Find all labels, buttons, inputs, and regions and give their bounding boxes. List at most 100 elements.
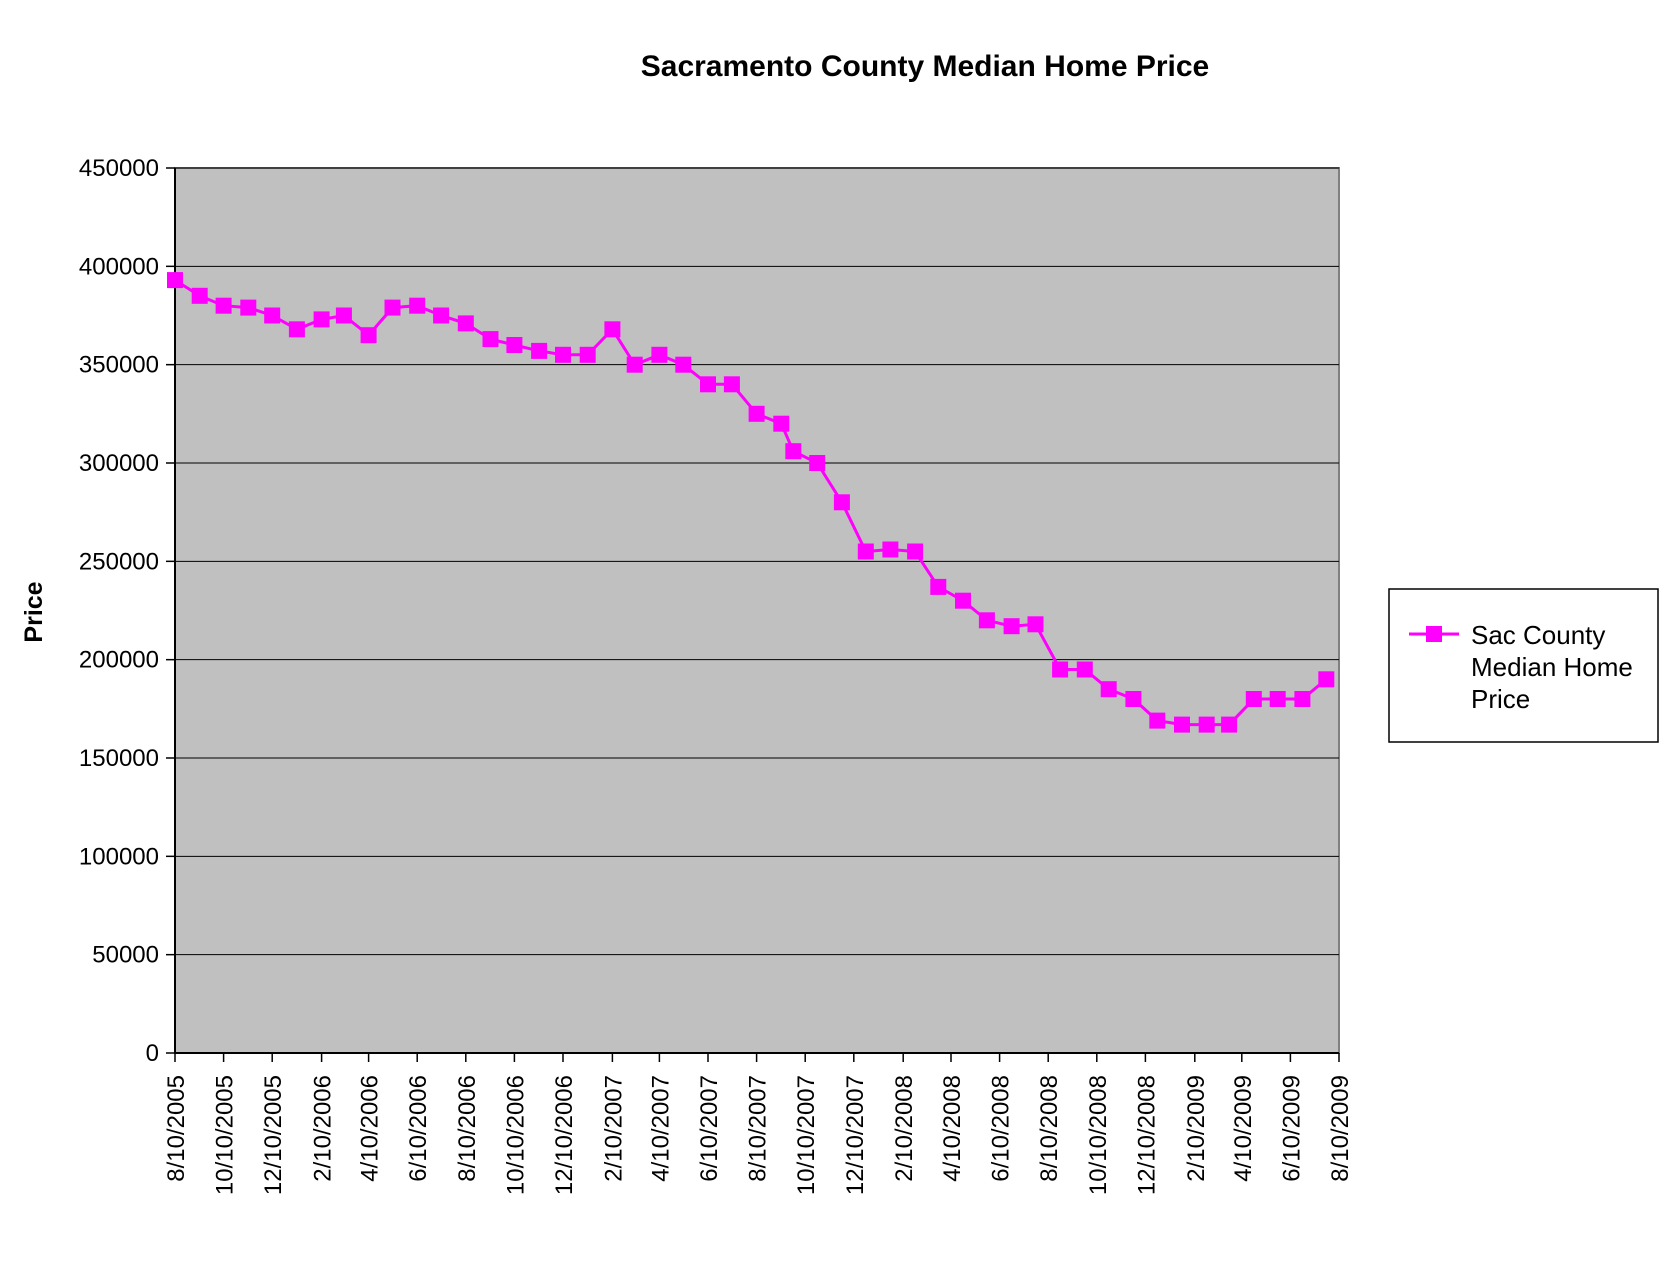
data-point [191, 287, 208, 304]
data-point [531, 342, 548, 359]
data-point [882, 541, 899, 558]
x-tick-label: 8/10/2008 [1036, 1075, 1063, 1182]
data-point [555, 346, 571, 363]
x-tick-label: 2/10/2006 [310, 1075, 337, 1182]
data-point [700, 376, 716, 393]
data-point [360, 327, 377, 344]
x-tick-label: 6/10/2006 [405, 1075, 432, 1182]
y-tick-label: 150000 [79, 745, 159, 772]
data-point [1003, 618, 1020, 635]
data-point [1198, 716, 1215, 733]
data-point [482, 331, 499, 348]
x-tick-label: 10/10/2005 [212, 1075, 239, 1195]
x-tick-label: 8/10/2007 [745, 1075, 772, 1182]
data-point [506, 337, 523, 353]
data-point [1294, 691, 1311, 707]
data-point [1076, 661, 1093, 678]
gridlines [175, 167, 1339, 956]
x-tick-label: 10/10/2008 [1085, 1075, 1112, 1195]
data-point [240, 299, 257, 316]
y-tick-label: 350000 [79, 352, 159, 379]
y-tick-label: 200000 [79, 647, 159, 674]
legend-marker-swatch [1426, 626, 1442, 642]
data-point [809, 455, 826, 471]
data-point [626, 356, 643, 373]
x-tick-label: 10/10/2007 [793, 1075, 820, 1195]
x-tick-label: 4/10/2007 [647, 1075, 674, 1182]
x-tick-label: 4/10/2009 [1230, 1075, 1257, 1182]
y-tick-label: 300000 [79, 450, 159, 477]
data-point [785, 443, 802, 460]
y-tick-label: 450000 [79, 155, 159, 182]
data-point [857, 543, 874, 560]
data-point [1318, 671, 1335, 688]
x-tick-label: 8/10/2005 [163, 1075, 190, 1182]
x-tick-label: 8/10/2009 [1327, 1075, 1354, 1182]
data-point [1245, 691, 1262, 707]
y-axis-ticks: 450000 400000 350000 300000 250000 200000 1500… [79, 155, 175, 1067]
x-tick-label: 6/10/2007 [696, 1075, 723, 1182]
series-group [167, 272, 1335, 733]
data-point [723, 376, 740, 393]
data-point [955, 592, 971, 609]
data-point [264, 307, 281, 324]
data-point [1027, 616, 1044, 633]
x-tick-label: 8/10/2006 [454, 1075, 481, 1182]
data-point [907, 543, 924, 560]
y-tick-label: 400000 [79, 253, 159, 280]
x-tick-label: 4/10/2008 [939, 1075, 966, 1182]
data-point [1149, 712, 1166, 729]
x-axis-ticks: 8/10/2005 10/10/2005 12/10/2005 2/10/2006 4/… [163, 1053, 1354, 1195]
legend-label-line: Median Home [1471, 652, 1633, 682]
data-point [773, 415, 790, 432]
y-axis-title: Price [20, 581, 48, 642]
data-point [978, 612, 995, 629]
chart-title: Sacramento County Median Home Price [641, 50, 1209, 83]
y-tick-label: 50000 [92, 942, 159, 969]
x-tick-label: 6/10/2009 [1278, 1075, 1305, 1182]
data-point [1100, 681, 1117, 698]
x-tick-label: 2/10/2007 [600, 1075, 627, 1182]
x-tick-label: 2/10/2008 [891, 1075, 918, 1182]
x-tick-label: 2/10/2009 [1183, 1075, 1210, 1182]
x-tick-label: 4/10/2006 [357, 1075, 384, 1182]
data-point [215, 297, 232, 314]
data-point [1221, 716, 1238, 733]
data-point [1174, 716, 1190, 733]
y-tick-label: 100000 [79, 843, 159, 870]
data-point [1052, 661, 1069, 678]
data-point [288, 321, 305, 338]
y-tick-label: 250000 [79, 548, 159, 575]
data-point [313, 311, 330, 328]
x-tick-label: 12/10/2005 [260, 1075, 287, 1195]
y-tick-label: 0 [146, 1040, 159, 1067]
data-point [384, 299, 401, 316]
data-point [579, 346, 596, 363]
data-point [833, 494, 850, 511]
plot-area [174, 167, 1340, 1054]
data-point [1269, 691, 1286, 707]
x-tick-label: 6/10/2008 [988, 1075, 1015, 1182]
data-point [167, 272, 183, 289]
data-point [651, 346, 668, 363]
data-point [335, 307, 352, 324]
data-point [433, 307, 450, 324]
data-point [748, 405, 765, 422]
data-point [930, 578, 947, 595]
x-tick-label: 12/10/2008 [1133, 1075, 1160, 1195]
data-point [675, 356, 692, 373]
legend-label-line: Sac County [1471, 620, 1605, 650]
legend: Sac County Median Home Price [1388, 588, 1659, 743]
legend-label: Sac County Median Home Price [1471, 620, 1633, 714]
legend-label-line: Price [1471, 684, 1530, 714]
data-point [457, 315, 474, 332]
legend-box [1388, 588, 1659, 743]
data-point [1125, 691, 1142, 707]
data-point [409, 297, 426, 314]
x-tick-label: 12/10/2006 [551, 1075, 578, 1195]
data-point [604, 321, 621, 338]
x-tick-label: 10/10/2006 [502, 1075, 529, 1195]
x-tick-label: 12/10/2007 [842, 1075, 869, 1195]
